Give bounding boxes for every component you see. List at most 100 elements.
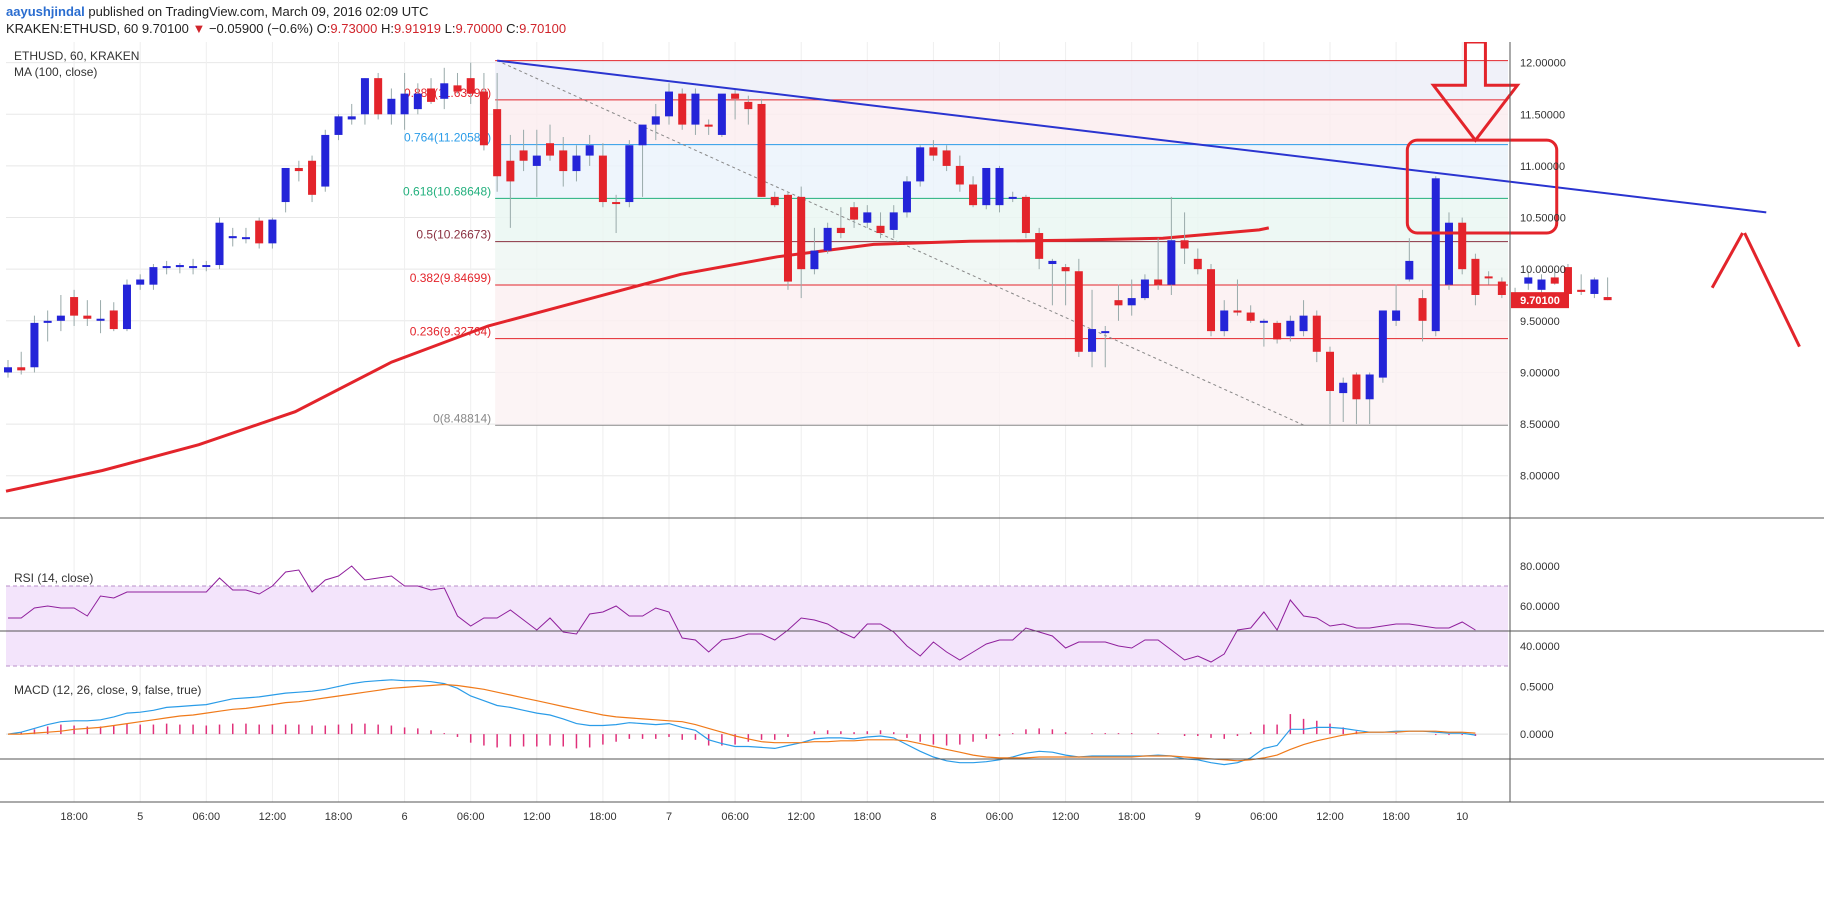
candle-body (387, 98, 396, 115)
fib-band (495, 60, 1508, 100)
fib-level-label: 0(8.48814) (433, 411, 491, 425)
price-tick-label: 8.50000 (1520, 419, 1560, 431)
rsi-tick-label: 80.0000 (1520, 561, 1560, 573)
macd-tick-label: 0.0000 (1520, 729, 1554, 741)
candle-body (374, 78, 383, 115)
candle-body (1048, 260, 1057, 265)
time-tick-label: 06:00 (721, 811, 749, 823)
candle-body (1444, 222, 1453, 285)
main-legend: ETHUSD, 60, KRAKEN (14, 49, 139, 63)
candle-body (1220, 310, 1229, 332)
candle-body (1563, 267, 1572, 294)
time-tick-label: 12:00 (787, 811, 815, 823)
candle-body (413, 93, 422, 110)
candle-body (466, 78, 475, 94)
fib-level-label: 0.618(10.68648) (403, 184, 491, 198)
candle-body (955, 165, 964, 185)
fib-level-label: 0.5(10.26673) (416, 228, 491, 242)
candle-body (810, 250, 819, 270)
fib-level-label: 0.382(9.84699) (410, 271, 491, 285)
candle-body (1484, 276, 1493, 279)
candle-body (479, 91, 488, 146)
candle-body (1246, 312, 1255, 321)
candle-body (1140, 279, 1149, 299)
candle-body (519, 150, 528, 161)
author-link[interactable]: aayushjindal (6, 4, 85, 19)
rsi-legend: RSI (14, close) (14, 571, 93, 585)
candle-body (321, 134, 330, 187)
candle-body (96, 318, 105, 321)
candle-body (559, 150, 568, 172)
chart-canvas[interactable]: 0.886(11.63998)0.764(11.20583)0.618(10.6… (0, 42, 1824, 907)
candle-body (969, 184, 978, 206)
macd-line (7, 679, 1476, 766)
candle-body (70, 297, 79, 316)
change-value: −0.05900 (−0.6%) (208, 21, 314, 36)
candle-body (1180, 240, 1189, 249)
candle-body (506, 160, 515, 182)
candle-body (427, 88, 436, 102)
macd-tick-label: 0.5000 (1520, 681, 1554, 693)
candle-body (876, 225, 885, 234)
candle-body (1458, 222, 1467, 270)
candle-body (334, 116, 343, 135)
candle-body (162, 266, 171, 269)
candle-body (916, 147, 925, 182)
last-price: 9.70100 (141, 21, 189, 36)
rsi-tick-label: 60.0000 (1520, 601, 1560, 613)
candle-body (625, 145, 634, 203)
candle-body (1352, 374, 1361, 400)
candle-body (1312, 315, 1321, 352)
candle-body (294, 167, 303, 172)
candle-body (836, 227, 845, 234)
candle-body (665, 91, 673, 117)
candle-body (17, 367, 26, 371)
candle-body (30, 322, 39, 368)
candle-body (83, 315, 92, 319)
candle-body (202, 265, 211, 268)
low-value: 9.70000 (455, 21, 503, 36)
candle-body (1471, 258, 1480, 295)
signal-line (8, 683, 1476, 762)
candle-body (823, 227, 832, 251)
macd-legend: MACD (12, 26, close, 9, false, true) (14, 683, 201, 697)
open-label: O: (316, 21, 331, 36)
candle-body (585, 145, 594, 156)
candle-body (1193, 258, 1202, 270)
candle-body (1326, 351, 1334, 392)
candle-body (1035, 233, 1044, 259)
candle-body (1550, 277, 1559, 284)
low-label: L: (444, 21, 456, 36)
candle-body (770, 196, 779, 206)
candle-body (1021, 196, 1030, 234)
time-tick-label: 12:00 (1316, 811, 1344, 823)
candle-body (1008, 196, 1017, 199)
candle-body (255, 220, 264, 244)
quote-line: KRAKEN:ETHUSD, 60 9.70100 ▼ −0.05900 (−0… (6, 21, 566, 36)
candle-body (1590, 279, 1599, 294)
price-tick-label: 8.00000 (1520, 471, 1560, 483)
last-price-badge (1511, 292, 1569, 309)
published-text: published on TradingView.com, March 09, … (84, 4, 429, 19)
time-tick-label: 12:00 (523, 811, 551, 823)
candle-body (122, 284, 131, 330)
forecast-down-line (1743, 232, 1801, 348)
fib-band (495, 198, 1508, 242)
high-label: H: (381, 21, 395, 36)
candle-body (281, 167, 290, 203)
time-tick-label: 12:00 (1052, 811, 1080, 823)
candle-body (1577, 289, 1586, 292)
price-tick-label: 11.00000 (1520, 161, 1565, 173)
candle-body (942, 150, 951, 166)
candle-body (1418, 298, 1427, 321)
close-value: 9.70100 (519, 21, 567, 36)
candle-body (1273, 322, 1282, 340)
time-tick-label: 18:00 (1382, 811, 1410, 823)
price-tick-label: 10.00000 (1520, 264, 1566, 276)
candle-body (757, 103, 766, 197)
candle-body (360, 78, 369, 115)
candle-body (1431, 178, 1440, 332)
time-tick-label: 06:00 (457, 811, 485, 823)
candle-body (572, 155, 581, 172)
publish-line: aayushjindal published on TradingView.co… (6, 4, 429, 19)
